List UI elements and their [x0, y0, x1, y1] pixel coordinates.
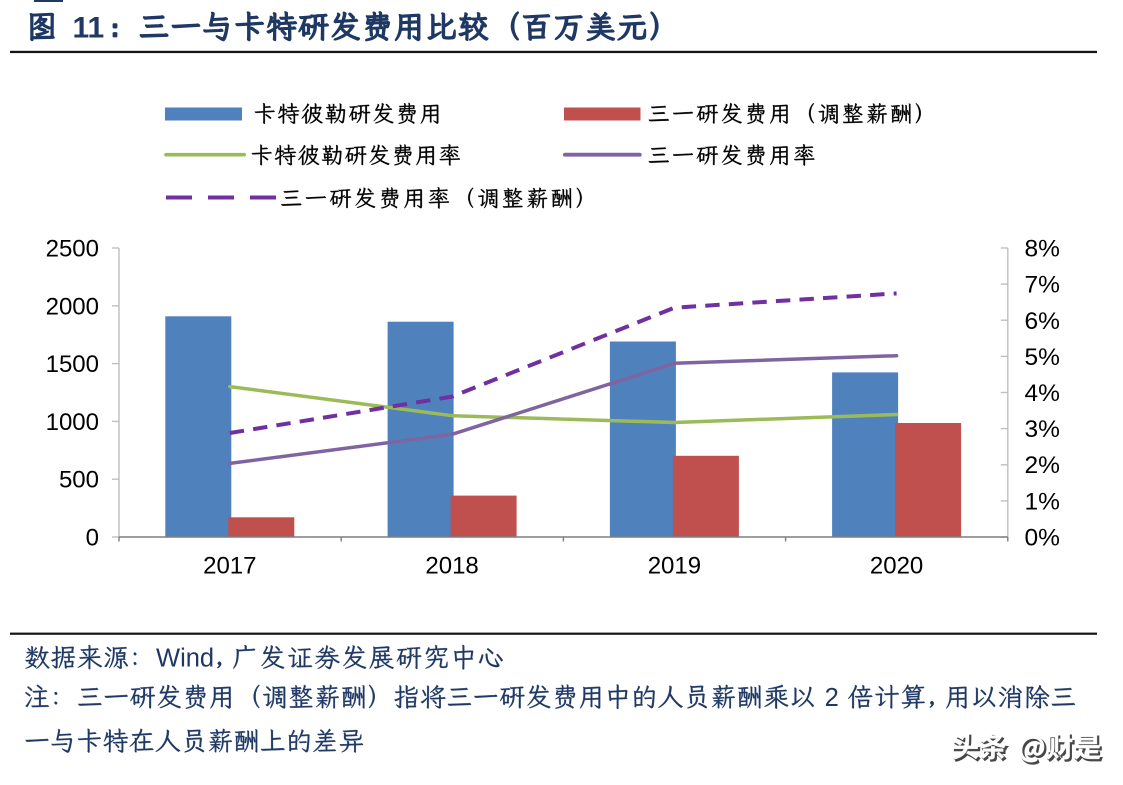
svg-text:6%: 6%	[1025, 308, 1060, 335]
svg-text:1500: 1500	[46, 351, 99, 378]
svg-text:Wind: Wind	[156, 645, 214, 673]
svg-text:2000: 2000	[46, 293, 99, 320]
svg-text:8%: 8%	[1025, 236, 1060, 263]
svg-text:2020: 2020	[870, 553, 923, 580]
svg-text:2500: 2500	[46, 236, 99, 263]
svg-text:2018: 2018	[425, 553, 478, 580]
svg-text:1%: 1%	[1025, 488, 1060, 515]
svg-text:0: 0	[86, 525, 99, 552]
svg-text:4%: 4%	[1025, 380, 1060, 407]
svg-text:5%: 5%	[1025, 344, 1060, 371]
svg-text:2%: 2%	[1025, 452, 1060, 479]
svg-text:0%: 0%	[1025, 525, 1060, 552]
svg-text:500: 500	[59, 467, 99, 494]
svg-text:1000: 1000	[46, 409, 99, 436]
svg-text:11: 11	[73, 11, 105, 44]
svg-text:2: 2	[825, 684, 839, 712]
svg-text:2019: 2019	[648, 553, 701, 580]
svg-text:3%: 3%	[1025, 416, 1060, 443]
svg-text:2017: 2017	[203, 553, 256, 580]
svg-text:7%: 7%	[1025, 272, 1060, 299]
